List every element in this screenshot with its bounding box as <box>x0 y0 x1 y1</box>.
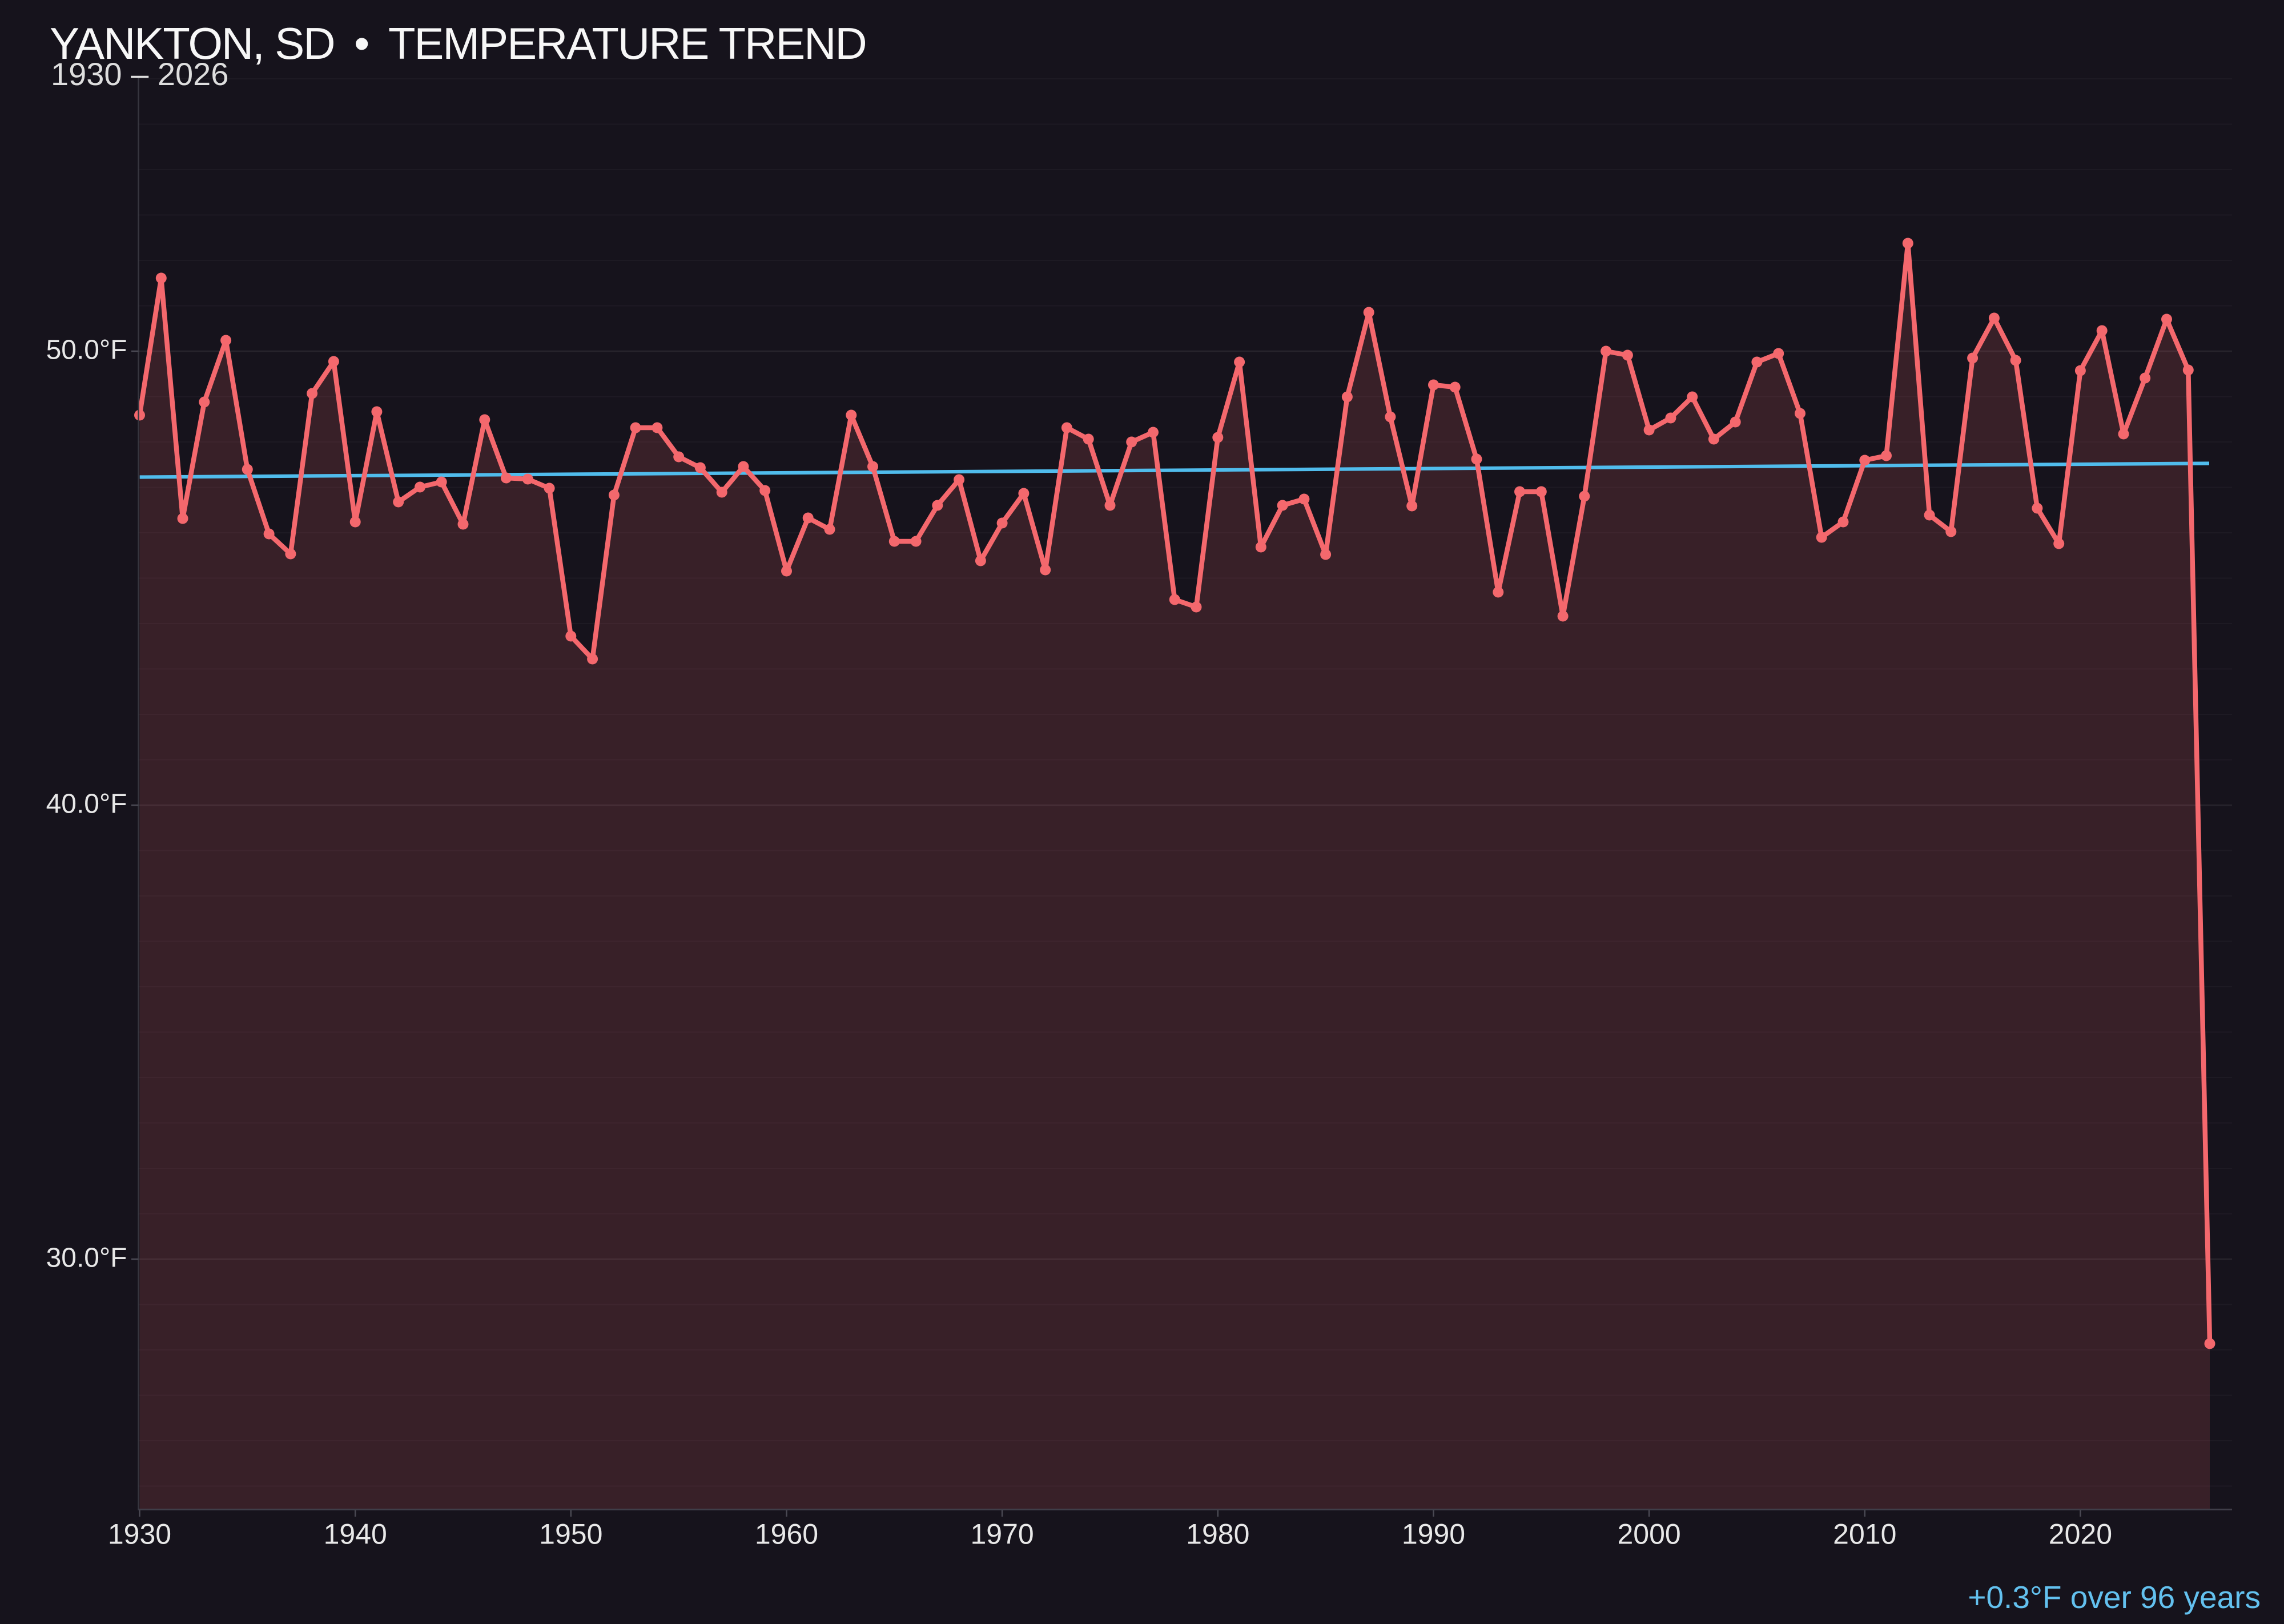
svg-text:1940: 1940 <box>324 1518 387 1550</box>
svg-text:+0.3°F over 96 years: +0.3°F over 96 years <box>1968 1579 2261 1615</box>
svg-text:1970: 1970 <box>970 1518 1034 1550</box>
svg-text:1990: 1990 <box>1402 1518 1465 1550</box>
svg-text:2020: 2020 <box>2049 1518 2112 1550</box>
svg-text:1980: 1980 <box>1186 1518 1249 1550</box>
svg-text:1960: 1960 <box>755 1518 818 1550</box>
svg-text:1930: 1930 <box>108 1518 171 1550</box>
svg-text:40.0°F: 40.0°F <box>46 789 127 819</box>
svg-text:2010: 2010 <box>1833 1518 1896 1550</box>
svg-text:1950: 1950 <box>539 1518 602 1550</box>
svg-text:2000: 2000 <box>1617 1518 1680 1550</box>
svg-text:1930 – 2026: 1930 – 2026 <box>51 56 228 92</box>
svg-text:30.0°F: 30.0°F <box>46 1243 127 1273</box>
svg-text:YANKTON, SD • TEMPERATURE TREN: YANKTON, SD • TEMPERATURE TREND <box>50 18 866 69</box>
svg-text:50.0°F: 50.0°F <box>46 335 127 365</box>
